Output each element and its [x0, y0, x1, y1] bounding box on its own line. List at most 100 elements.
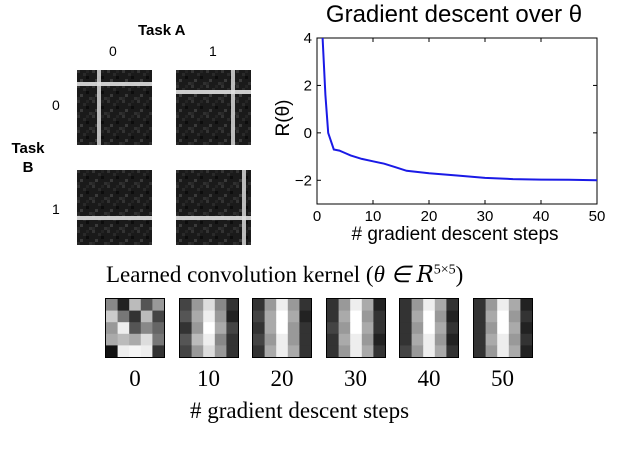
- kernel-cell: [129, 322, 142, 335]
- kernel-cell: [202, 299, 215, 312]
- kernel-cell: [106, 310, 119, 323]
- kernel-cell: [326, 322, 339, 335]
- kernel-cell: [411, 322, 424, 335]
- kernels-title: Learned convolution kernel (θ ∈ R5×5): [106, 262, 463, 288]
- kernel-cell: [152, 299, 164, 312]
- kernel-cell: [411, 345, 424, 357]
- row-label-0: 0: [52, 97, 60, 113]
- kernel-cell: [129, 345, 142, 357]
- chart-frame: [316, 37, 598, 205]
- kernels-title-close: ): [455, 262, 464, 287]
- kernel-cell: [485, 345, 498, 357]
- kernel-svg: [253, 299, 311, 357]
- kernel-cell: [253, 310, 266, 323]
- kernel-cell: [338, 333, 351, 346]
- kernel-cell: [129, 310, 142, 323]
- kernel-cell: [140, 310, 153, 323]
- kernel-cell: [446, 333, 458, 346]
- kernel-cell: [446, 345, 458, 357]
- kernel-cell: [326, 345, 339, 357]
- kernel-cell: [140, 299, 153, 312]
- x-tick-label: 40: [533, 208, 550, 225]
- kernel-cell: [434, 322, 447, 335]
- kernel-cell: [179, 322, 192, 335]
- chart-title: Gradient descent over θ: [326, 1, 582, 28]
- kernel-cell: [276, 333, 289, 346]
- kernel-cell: [423, 322, 436, 335]
- kernel-cell: [191, 299, 204, 312]
- kernel-label-2: 20: [270, 366, 294, 391]
- kernel-cell: [496, 345, 509, 357]
- kernel-cell: [349, 299, 362, 312]
- kernel-image-2: [252, 298, 312, 358]
- chart-axes: [316, 37, 598, 205]
- kernel-cell: [338, 310, 351, 323]
- task-b-label: Task B: [8, 139, 48, 177]
- task-image-1-0: [77, 170, 152, 245]
- series-line: [321, 37, 598, 182]
- task-image-0-0: [77, 70, 152, 145]
- kernel-cell: [473, 333, 486, 346]
- kernel-cell: [191, 333, 204, 346]
- kernel-cell: [446, 310, 458, 323]
- kernel-cell: [496, 310, 509, 323]
- kernel-cell: [214, 310, 227, 323]
- kernel-cell: [411, 299, 424, 312]
- kernels-xlabel: # gradient descent steps: [190, 398, 410, 423]
- kernel-cell: [508, 299, 521, 312]
- kernel-cell: [473, 310, 486, 323]
- kernel-cell: [349, 333, 362, 346]
- kernel-cell: [372, 333, 385, 346]
- kernel-cell: [202, 310, 215, 323]
- kernel-image-3: [325, 298, 386, 358]
- kernel-cell: [446, 322, 458, 335]
- kernel-cell: [106, 322, 119, 335]
- kernel-cell: [372, 299, 385, 312]
- kernel-cell: [372, 345, 385, 357]
- kernel-svg: [179, 299, 238, 357]
- kernel-cell: [276, 322, 289, 335]
- kernel-cell: [299, 345, 311, 357]
- kernel-cell: [496, 333, 509, 346]
- kernel-cell: [349, 345, 362, 357]
- kernel-cell: [276, 299, 289, 312]
- kernel-cell: [191, 322, 204, 335]
- kernel-cell: [372, 310, 385, 323]
- task-image-1-1-svg: [176, 170, 251, 245]
- kernel-cell: [140, 322, 153, 335]
- x-tick-label: 20: [421, 208, 438, 225]
- kernel-cell: [400, 322, 413, 335]
- kernel-cell: [117, 333, 130, 346]
- kernel-image-0: [105, 298, 165, 358]
- kernel-cell: [253, 345, 266, 357]
- kernel-cell: [508, 310, 521, 323]
- kernel-cell: [253, 333, 266, 346]
- kernel-cell: [361, 322, 374, 335]
- kernel-cell: [140, 345, 153, 357]
- kernel-cell: [400, 310, 413, 323]
- kernel-image-5: [472, 298, 533, 358]
- kernel-cell: [225, 299, 238, 312]
- kernel-cell: [473, 299, 486, 312]
- kernel-cell: [299, 299, 311, 312]
- kernel-cell: [225, 322, 238, 335]
- kernel-cell: [326, 333, 339, 346]
- kernel-svg: [326, 299, 385, 357]
- kernel-cell: [338, 322, 351, 335]
- kernel-cell: [276, 345, 289, 357]
- kernel-cell: [326, 299, 339, 312]
- kernel-cell: [400, 333, 413, 346]
- kernel-cell: [152, 333, 164, 346]
- kernel-cell: [214, 345, 227, 357]
- loss-chart: Gradient descent over θ 0 10 20 30 40 50420−2…: [273, 1, 605, 245]
- kernel-cell: [411, 333, 424, 346]
- kernel-svg: [400, 299, 458, 357]
- kernel-cell: [485, 322, 498, 335]
- row-label-1: 1: [52, 201, 60, 217]
- x-tick-label: 50: [589, 208, 606, 225]
- kernel-label-0: 0: [129, 366, 141, 391]
- kernel-cell: [508, 345, 521, 357]
- x-tick-label: 0: [313, 208, 321, 225]
- kernel-cell: [253, 322, 266, 335]
